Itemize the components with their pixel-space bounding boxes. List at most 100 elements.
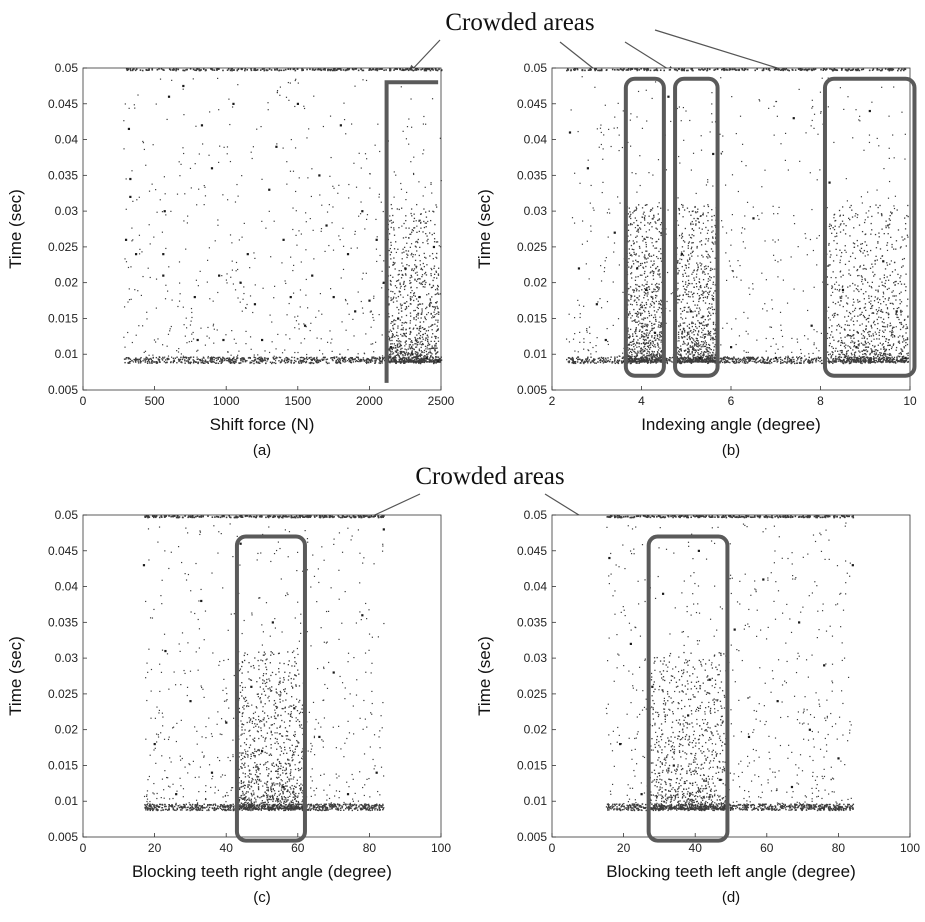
- scatter-point: [303, 107, 306, 110]
- scatter-point: [181, 358, 184, 361]
- scatter-point: [647, 345, 650, 347]
- scatter-point: [129, 68, 132, 70]
- scatter-point: [640, 348, 642, 350]
- scatter-point: [815, 347, 818, 349]
- scatter-point: [144, 350, 147, 352]
- scatter-point: [783, 360, 785, 363]
- scatter-point: [131, 359, 133, 362]
- scatter-point: [840, 223, 842, 225]
- data-point: [193, 295, 196, 299]
- scatter-point: [419, 260, 421, 262]
- scatter-point: [414, 352, 416, 355]
- scatter-point: [745, 351, 747, 353]
- scatter-point: [175, 68, 177, 71]
- scatter-point: [169, 69, 172, 71]
- scatter-point: [425, 226, 427, 228]
- scatter-point: [638, 69, 641, 71]
- scatter-point: [434, 68, 437, 70]
- scatter-point: [213, 69, 216, 71]
- scatter-point: [418, 349, 421, 352]
- scatter-point: [330, 156, 332, 159]
- scatter-point: [378, 68, 380, 71]
- scatter-point: [597, 361, 599, 363]
- scatter-point: [326, 358, 329, 360]
- scatter-point: [397, 352, 399, 354]
- scatter-point: [435, 361, 438, 363]
- scatter-point: [830, 68, 833, 71]
- scatter-point: [235, 360, 237, 363]
- scatter-point: [367, 358, 370, 360]
- scatter-point: [213, 356, 216, 359]
- scatter-point: [244, 69, 246, 72]
- scatter-point: [391, 339, 393, 342]
- scatter-point: [424, 328, 426, 330]
- scatter-point: [659, 302, 661, 305]
- scatter-point: [661, 355, 663, 357]
- scatter-point: [435, 355, 437, 358]
- scatter-point: [598, 146, 600, 148]
- scatter-point: [419, 321, 421, 323]
- scatter-point: [903, 68, 906, 70]
- scatter-point: [871, 101, 873, 103]
- annotation-crowded-areas-middle: Crowded areas: [415, 463, 564, 490]
- scatter-point: [134, 360, 137, 362]
- scatter-point: [418, 219, 420, 222]
- scatter-point: [418, 277, 420, 280]
- scatter-point: [799, 362, 802, 364]
- scatter-point: [586, 328, 588, 330]
- scatter-point: [420, 68, 422, 71]
- scatter-point: [416, 306, 418, 309]
- scatter-point: [668, 356, 671, 359]
- scatter-point: [399, 350, 401, 353]
- scatter-point: [430, 273, 432, 275]
- scatter-point: [655, 320, 657, 322]
- scatter-point: [259, 69, 262, 71]
- scatter-point: [636, 310, 639, 313]
- scatter-point: [376, 260, 378, 263]
- scatter-point: [728, 357, 730, 359]
- scatter-point: [645, 283, 647, 285]
- scatter-point: [281, 360, 283, 362]
- scatter-point: [389, 247, 391, 250]
- scatter-point: [415, 355, 418, 357]
- scatter-point: [177, 305, 179, 308]
- scatter-point: [398, 279, 400, 281]
- scatter-point: [200, 69, 202, 71]
- scatter-point: [435, 256, 437, 258]
- scatter-point: [599, 359, 601, 362]
- scatter-point: [276, 92, 278, 94]
- scatter-point: [146, 311, 148, 313]
- scatter-point: [170, 325, 172, 328]
- scatter-point: [643, 237, 645, 240]
- scatter-point: [766, 359, 768, 361]
- scatter-point: [424, 345, 427, 348]
- scatter-point: [419, 246, 421, 249]
- scatter-point: [437, 267, 440, 269]
- scatter-point: [859, 362, 862, 364]
- scatter-point: [184, 359, 186, 361]
- scatter-point: [409, 282, 411, 285]
- scatter-point: [657, 349, 660, 351]
- scatter-point: [577, 356, 579, 358]
- scatter-point: [410, 353, 412, 355]
- scatter-point: [198, 68, 200, 71]
- scatter-point: [195, 69, 198, 72]
- scatter-point: [403, 288, 406, 291]
- scatter-point: [437, 340, 440, 342]
- scatter-point: [419, 359, 422, 362]
- scatter-point: [207, 355, 209, 358]
- scatter-point: [431, 359, 434, 361]
- scatter-point: [239, 301, 241, 303]
- scatter-point: [625, 69, 628, 71]
- scatter-point: [676, 69, 679, 72]
- scatter-point: [658, 359, 660, 361]
- data-point: [124, 238, 128, 241]
- scatter-point: [400, 307, 403, 309]
- scatter-point: [644, 254, 646, 256]
- scatter-point: [157, 359, 160, 361]
- scatter-point: [123, 120, 125, 122]
- scatter-point: [407, 359, 409, 362]
- scatter-point: [791, 351, 793, 353]
- scatter-point: [658, 274, 660, 276]
- scatter-point: [183, 324, 185, 326]
